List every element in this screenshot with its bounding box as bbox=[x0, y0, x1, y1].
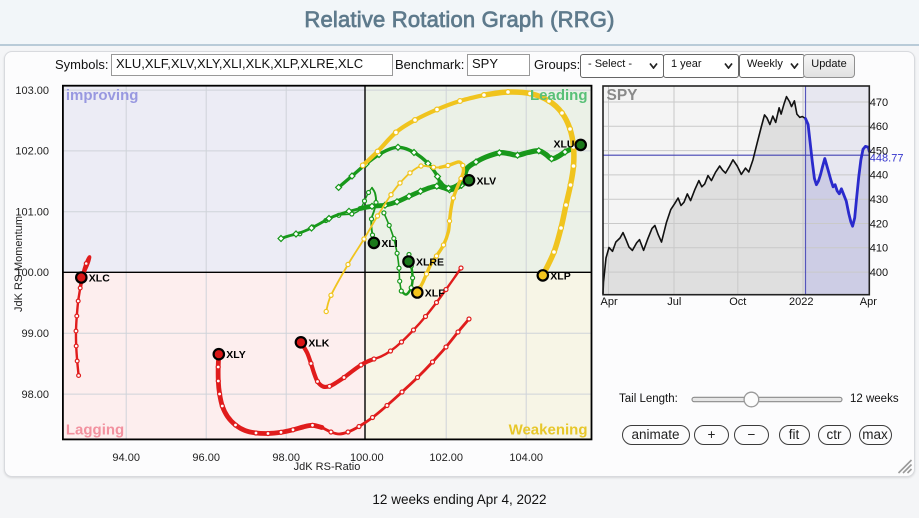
svg-text:Jul: Jul bbox=[667, 296, 681, 308]
svg-text:98.00: 98.00 bbox=[21, 389, 49, 401]
svg-text:430: 430 bbox=[870, 194, 888, 206]
svg-text:Oct: Oct bbox=[729, 296, 746, 308]
svg-text:XLI: XLI bbox=[381, 238, 397, 250]
svg-text:SPY: SPY bbox=[607, 87, 639, 104]
svg-text:470: 470 bbox=[870, 97, 888, 109]
svg-text:448.77: 448.77 bbox=[870, 153, 904, 165]
svg-text:Apr: Apr bbox=[860, 296, 877, 308]
svg-text:100.00: 100.00 bbox=[15, 267, 49, 279]
svg-text:102.00: 102.00 bbox=[15, 146, 49, 158]
svg-text:XLV: XLV bbox=[477, 175, 497, 187]
svg-text:102.00: 102.00 bbox=[429, 452, 463, 464]
svg-text:98.00: 98.00 bbox=[272, 452, 300, 464]
svg-text:XLRE: XLRE bbox=[416, 257, 444, 269]
svg-text:450: 450 bbox=[870, 145, 888, 157]
svg-text:Weakening: Weakening bbox=[509, 421, 588, 438]
svg-text:JdK RS-Momentum: JdK RS-Momentum bbox=[13, 216, 25, 312]
svg-text:440: 440 bbox=[870, 170, 888, 182]
svg-text:96.00: 96.00 bbox=[192, 452, 220, 464]
svg-text:460: 460 bbox=[870, 121, 888, 133]
svg-text:Leading: Leading bbox=[530, 87, 588, 104]
svg-text:XLC: XLC bbox=[89, 273, 110, 285]
svg-text:99.00: 99.00 bbox=[21, 328, 49, 340]
svg-text:XLP: XLP bbox=[550, 270, 570, 282]
svg-text:104.00: 104.00 bbox=[509, 452, 543, 464]
svg-text:103.00: 103.00 bbox=[15, 85, 49, 97]
svg-text:400: 400 bbox=[870, 267, 888, 279]
svg-text:improving: improving bbox=[66, 87, 139, 104]
svg-text:101.00: 101.00 bbox=[15, 207, 49, 219]
svg-text:XLY: XLY bbox=[226, 349, 245, 361]
svg-text:Lagging: Lagging bbox=[66, 421, 124, 438]
svg-text:XLF: XLF bbox=[425, 288, 445, 300]
svg-text:XLK: XLK bbox=[308, 337, 329, 349]
svg-text:JdK RS-Ratio: JdK RS-Ratio bbox=[294, 461, 361, 473]
svg-text:2022: 2022 bbox=[789, 296, 813, 308]
svg-text:410: 410 bbox=[870, 243, 888, 255]
svg-text:94.00: 94.00 bbox=[112, 452, 140, 464]
svg-text:100.00: 100.00 bbox=[350, 452, 384, 464]
svg-text:420: 420 bbox=[870, 218, 888, 230]
svg-text:XLU: XLU bbox=[554, 139, 575, 151]
svg-text:Apr: Apr bbox=[601, 296, 618, 308]
